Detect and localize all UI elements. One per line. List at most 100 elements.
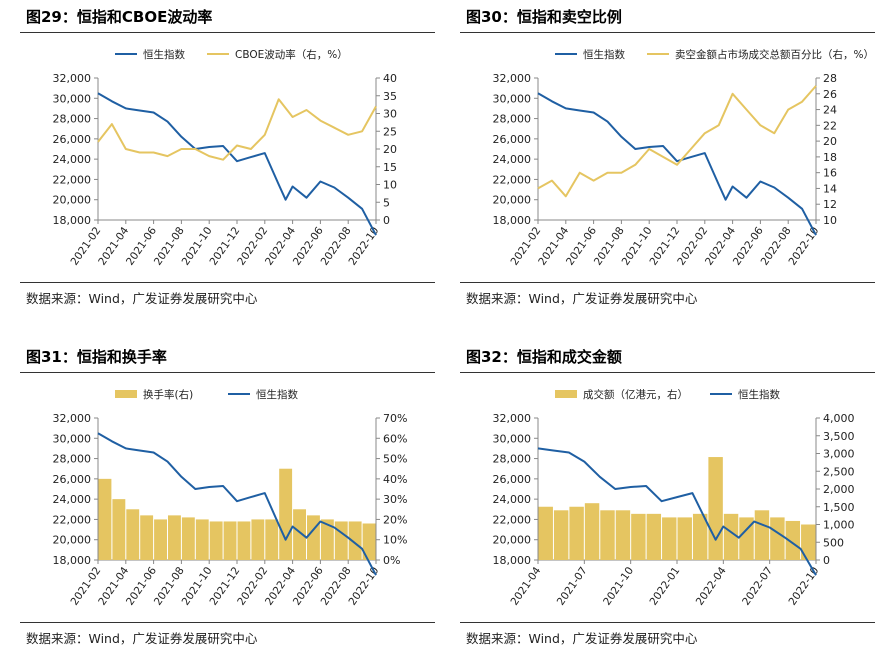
y-right-tick-label: 70% — [383, 412, 407, 425]
y-left-tick-label: 32,000 — [53, 72, 92, 85]
bar — [154, 519, 167, 560]
y-right-tick-label: 15 — [383, 161, 397, 174]
bar — [168, 515, 181, 560]
y-right-tick-label: 10 — [823, 214, 837, 227]
y-right-tick-label: 22 — [823, 119, 837, 132]
y-right-tick-label: 3,000 — [823, 448, 855, 461]
bar — [615, 510, 631, 560]
source-note: 数据来源：Wind，广发证券发展研究中心 — [466, 631, 698, 646]
y-left-tick-label: 24,000 — [53, 493, 92, 506]
bar-series — [538, 457, 816, 560]
y-left-tick-label: 22,000 — [493, 513, 532, 526]
chart-panel-31: 图31：恒指和换手率 换手率(右) 恒生指数 18,000 20,000 22,000 2… — [20, 340, 440, 646]
chart-panel-30: 图30：恒指和卖空比例 恒生指数 卖空金额占市场成交总额百分比（右，%） 18,00… — [460, 0, 880, 306]
y-left-tick-label: 24,000 — [53, 153, 92, 166]
y-left-tick-label: 20,000 — [493, 194, 532, 207]
y-left-tick-label: 22,000 — [53, 513, 92, 526]
chart-hsi-turnover: 换手率(右) 恒生指数 18,000 20,000 22,000 24,000 26,000… — [53, 388, 408, 608]
y-left-tick-label: 20,000 — [53, 194, 92, 207]
y-right-tick-label: 16 — [823, 167, 837, 180]
y-right-tick-label: 40 — [383, 72, 397, 85]
y-right-tick-label: 50% — [383, 453, 407, 466]
y-right-tick-label: 35 — [383, 90, 397, 103]
y-right-tick-label: 20 — [823, 135, 837, 148]
y-right-tick-label: 10% — [383, 534, 407, 547]
x-tick-label: 2022-01 — [647, 565, 682, 608]
x-tick-label: 2022-10 — [786, 565, 821, 608]
bar — [237, 521, 251, 560]
legend-label: 成交额（亿港元，右） — [583, 388, 688, 401]
y-right-tick-label: 40% — [383, 473, 407, 486]
x-tick-label: 2021-07 — [555, 565, 590, 608]
y-right-tick-label: 12 — [823, 198, 837, 211]
bar — [293, 509, 306, 560]
bar — [785, 520, 801, 560]
y-left-tick-label: 18,000 — [53, 214, 92, 227]
bar — [754, 510, 770, 560]
y-left-tick-label: 26,000 — [493, 133, 532, 146]
bar — [334, 521, 348, 560]
bar — [692, 513, 708, 560]
bar — [770, 517, 785, 560]
source-note: 数据来源：Wind，广发证券发展研究中心 — [26, 631, 258, 646]
bar — [677, 517, 692, 560]
y-right-tick-label: 25 — [383, 125, 397, 138]
y-right-tick-label: 28 — [823, 72, 837, 85]
source-note: 数据来源：Wind，广发证券发展研究中心 — [26, 291, 258, 306]
y-right-tick-label: 30 — [383, 108, 397, 121]
y-right-tick-label: 0% — [383, 554, 400, 567]
bar — [569, 506, 584, 560]
y-left-tick-label: 28,000 — [53, 113, 92, 126]
y-right-tick-label: 26 — [823, 88, 837, 101]
y-left-tick-label: 30,000 — [53, 432, 92, 445]
y-right-tick-label: 10 — [383, 179, 397, 192]
y-left-tick-label: 20,000 — [53, 534, 92, 547]
title-rule — [20, 32, 435, 33]
y-right-tick-label: 24 — [823, 104, 837, 117]
y-right-tick-label: 60% — [383, 432, 407, 445]
series-line — [537, 92, 817, 236]
y-left-tick-label: 26,000 — [53, 133, 92, 146]
title-rule — [460, 372, 875, 373]
series-line — [97, 432, 377, 576]
y-right-tick-label: 1,000 — [823, 519, 855, 532]
legend-label: 恒生指数 — [583, 48, 625, 61]
bar — [708, 457, 723, 560]
y-left-tick-label: 26,000 — [53, 473, 92, 486]
y-left-tick-label: 28,000 — [53, 453, 92, 466]
legend-label: 恒生指数 — [738, 388, 780, 401]
legend-swatch-bar — [115, 390, 137, 398]
legend-swatch-bar — [555, 390, 577, 398]
chart-hsi-cboe: 恒生指数 CBOE波动率（右，%） 18,000 20,000 22,000 24,000… — [53, 48, 398, 268]
bar — [98, 478, 112, 560]
title-rule — [460, 32, 875, 33]
bar — [646, 513, 662, 560]
y-right-tick-label: 500 — [823, 536, 844, 549]
bar — [538, 506, 553, 560]
legend-label: CBOE波动率（右，%） — [235, 48, 348, 61]
chart-panel-29: 图29：恒指和CBOE波动率 恒生指数 CBOE波动率（右，%） 18,000 20,… — [20, 0, 440, 306]
bar — [181, 517, 195, 560]
bar — [265, 519, 279, 560]
legend-label: 恒生指数 — [143, 48, 185, 61]
legend-label: 恒生指数 — [256, 388, 298, 401]
y-right-tick-label: 14 — [823, 182, 837, 195]
source-rule — [460, 282, 875, 283]
bar — [801, 524, 816, 560]
legend-label: 卖空金额占市场成交总额百分比（右，%） — [675, 48, 874, 61]
y-left-tick-label: 20,000 — [493, 534, 532, 547]
series-line — [537, 85, 817, 198]
y-right-tick-label: 0 — [823, 554, 830, 567]
y-right-tick-label: 4,000 — [823, 412, 855, 425]
y-right-tick-label: 1,500 — [823, 501, 855, 514]
bar — [631, 513, 646, 560]
y-left-tick-label: 28,000 — [493, 113, 532, 126]
y-left-tick-label: 32,000 — [493, 412, 532, 425]
y-left-tick-label: 26,000 — [493, 473, 532, 486]
bar — [195, 519, 209, 560]
bar — [223, 521, 237, 560]
y-right-tick-label: 18 — [823, 151, 837, 164]
y-left-tick-label: 28,000 — [493, 453, 532, 466]
bar — [320, 519, 334, 560]
bar — [251, 519, 265, 560]
